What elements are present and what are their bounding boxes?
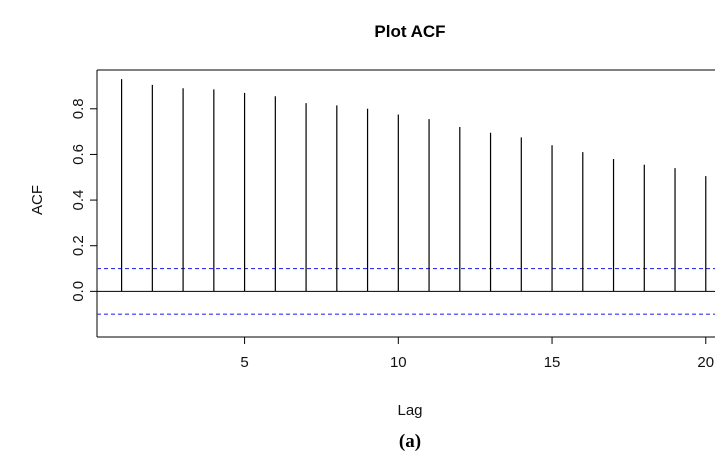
x-tick-label-15: 15 — [544, 354, 561, 371]
x-tick-label-20: 20 — [697, 354, 714, 371]
x-tick-label-10: 10 — [390, 354, 407, 371]
y-tick-label-0.8: 0.8 — [70, 98, 87, 119]
chart-title: Plot ACF — [374, 22, 445, 41]
x-tick-label-5: 5 — [240, 354, 248, 371]
y-tick-label-0.6: 0.6 — [70, 144, 87, 165]
y-tick-label-0.2: 0.2 — [70, 235, 87, 256]
plot-area: 5 10 15 20 0.0 0.2 0.4 0.6 0.8 — [70, 69, 715, 371]
y-tick-label-0.4: 0.4 — [70, 190, 87, 211]
y-axis-label: ACF — [29, 185, 46, 215]
y-tick-label-0: 0.0 — [70, 281, 87, 302]
figure-caption: (a) — [399, 431, 421, 452]
x-axis-label: Lag — [397, 402, 422, 419]
